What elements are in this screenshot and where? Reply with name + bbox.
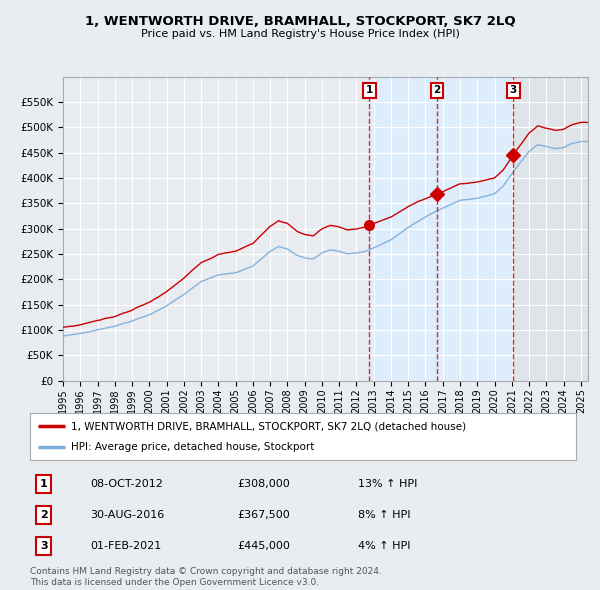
Text: 2: 2 [433, 86, 440, 96]
Text: 2: 2 [40, 510, 47, 520]
Text: HPI: Average price, detached house, Stockport: HPI: Average price, detached house, Stoc… [71, 442, 314, 452]
Text: £445,000: £445,000 [238, 541, 290, 551]
Bar [513, 77, 588, 381]
Bar [370, 77, 513, 381]
Text: 8% ↑ HPI: 8% ↑ HPI [358, 510, 410, 520]
Text: 30-AUG-2016: 30-AUG-2016 [90, 510, 164, 520]
Text: 3: 3 [40, 541, 47, 551]
Text: 01-FEB-2021: 01-FEB-2021 [90, 541, 161, 551]
Text: 1: 1 [366, 86, 373, 96]
Text: 1, WENTWORTH DRIVE, BRAMHALL, STOCKPORT, SK7 2LQ: 1, WENTWORTH DRIVE, BRAMHALL, STOCKPORT,… [85, 15, 515, 28]
Text: 1: 1 [40, 478, 47, 489]
Text: 1, WENTWORTH DRIVE, BRAMHALL, STOCKPORT, SK7 2LQ (detached house): 1, WENTWORTH DRIVE, BRAMHALL, STOCKPORT,… [71, 421, 466, 431]
Text: 08-OCT-2012: 08-OCT-2012 [90, 478, 163, 489]
Text: £308,000: £308,000 [238, 478, 290, 489]
Text: 3: 3 [509, 86, 517, 96]
Text: 13% ↑ HPI: 13% ↑ HPI [358, 478, 417, 489]
Text: £367,500: £367,500 [238, 510, 290, 520]
Text: Contains HM Land Registry data © Crown copyright and database right 2024.
This d: Contains HM Land Registry data © Crown c… [30, 568, 382, 586]
Text: Price paid vs. HM Land Registry's House Price Index (HPI): Price paid vs. HM Land Registry's House … [140, 29, 460, 38]
Text: 4% ↑ HPI: 4% ↑ HPI [358, 541, 410, 551]
